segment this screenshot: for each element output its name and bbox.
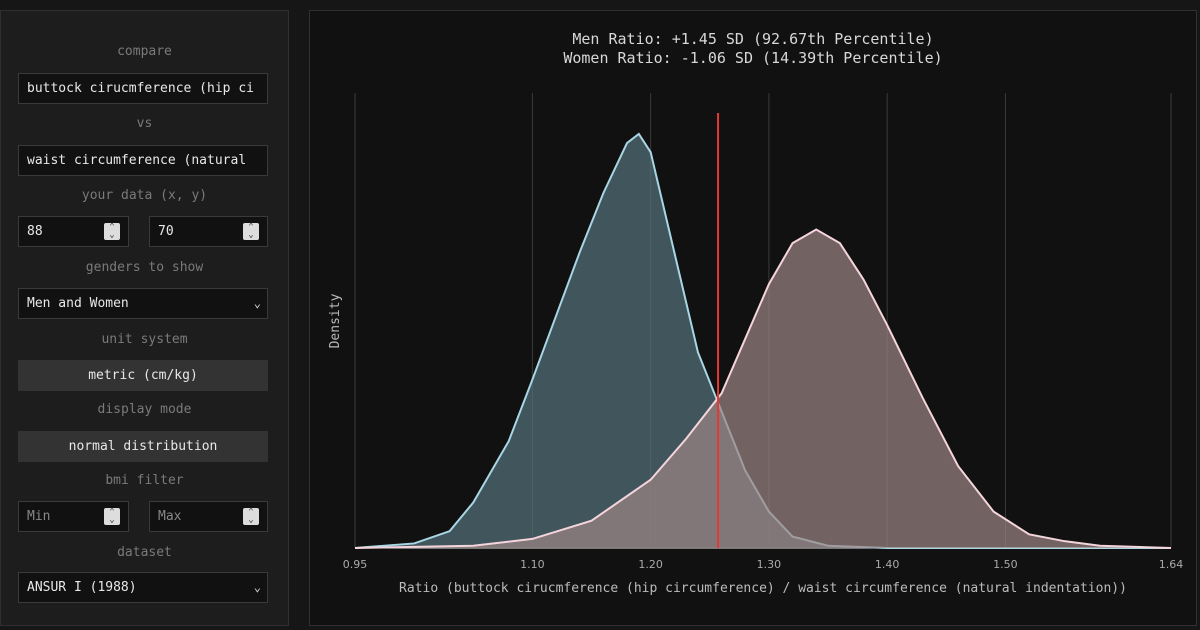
chart: Men Ratio: +1.45 SD (92.67th Percentile)… xyxy=(328,30,1184,596)
spinner[interactable]: ⌃ ⌄ xyxy=(243,223,259,240)
density-area xyxy=(355,229,1171,548)
text: normal distribution xyxy=(68,439,218,454)
x-tick-label: 1.64 xyxy=(1159,558,1184,571)
x-tick-label: 1.40 xyxy=(875,558,900,571)
text: ANSUR I (1988) xyxy=(27,580,137,595)
x-input[interactable]: buttock cirucmference (hip ci xyxy=(18,73,268,104)
y-input[interactable]: waist circumference (natural xyxy=(18,145,268,176)
text: waist circumference (natural xyxy=(27,153,247,168)
x-value-input[interactable]: 88 ⌃ ⌄ xyxy=(18,216,129,247)
chart-panel: Men Ratio: +1.45 SD (92.67th Percentile)… xyxy=(309,10,1197,626)
label: compare xyxy=(117,44,172,59)
text: 88 xyxy=(27,224,43,239)
label: unit system xyxy=(101,332,188,347)
x-tick-label: 0.95 xyxy=(343,558,368,571)
x-axis-label: Ratio (buttock cirucmference (hip circum… xyxy=(399,581,1127,596)
density-line xyxy=(354,228,1172,549)
spinner[interactable]: ⌃ ⌄ xyxy=(104,223,120,240)
x-tick-label: 1.20 xyxy=(638,558,663,571)
label: vs xyxy=(136,116,153,131)
chevron: ⌄ xyxy=(253,580,261,594)
label: genders to show xyxy=(85,260,204,275)
sidebar: compare buttock cirucmference (hip ci vs… xyxy=(0,10,289,626)
display-button[interactable]: normal distribution xyxy=(18,431,268,462)
text: Men and Women xyxy=(27,296,129,311)
label: dataset xyxy=(117,545,172,560)
text: buttock cirucmference (hip ci xyxy=(27,81,254,96)
dataset-select[interactable]: ANSUR I (1988) ⌄ xyxy=(18,572,268,603)
chevron: ⌄ xyxy=(253,296,261,310)
label: your data (x, y) xyxy=(81,188,208,203)
y-axis-label: Density xyxy=(328,293,343,348)
bmi-min-input[interactable]: Min ⌃ ⌄ xyxy=(18,501,129,532)
text: Min xyxy=(27,509,51,524)
chart-title: Men Ratio: +1.45 SD (92.67th Percentile) xyxy=(572,30,933,48)
label: bmi filter xyxy=(105,473,184,488)
x-tick-label: 1.30 xyxy=(757,558,782,571)
text: metric (cm/kg) xyxy=(88,368,198,383)
chart-subtitle: Women Ratio: -1.06 SD (14.39th Percentil… xyxy=(563,49,942,67)
unit-button[interactable]: metric (cm/kg) xyxy=(18,360,268,391)
spinner[interactable]: ⌃ ⌄ xyxy=(243,508,259,525)
spinner[interactable]: ⌃ ⌄ xyxy=(104,508,120,525)
text: Max xyxy=(158,509,182,524)
x-tick-label: 1.50 xyxy=(993,558,1018,571)
label: display mode xyxy=(97,402,192,417)
density-area xyxy=(355,133,1171,548)
y-value-input[interactable]: 70 ⌃ ⌄ xyxy=(149,216,268,247)
bmi-max-input[interactable]: Max ⌃ ⌄ xyxy=(149,501,268,532)
text: 70 xyxy=(158,224,174,239)
genders-select[interactable]: Men and Women ⌄ xyxy=(18,288,268,319)
x-tick-label: 1.10 xyxy=(520,558,545,571)
